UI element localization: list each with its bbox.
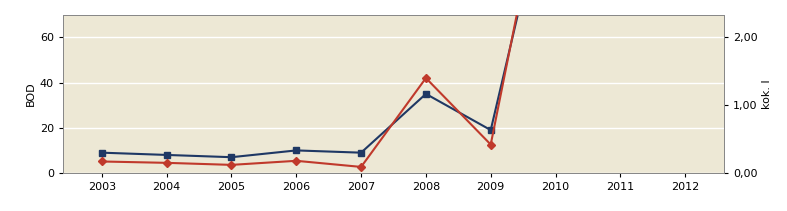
Y-axis label: kok. l: kok. l	[762, 79, 772, 109]
Y-axis label: BOD: BOD	[26, 82, 35, 106]
